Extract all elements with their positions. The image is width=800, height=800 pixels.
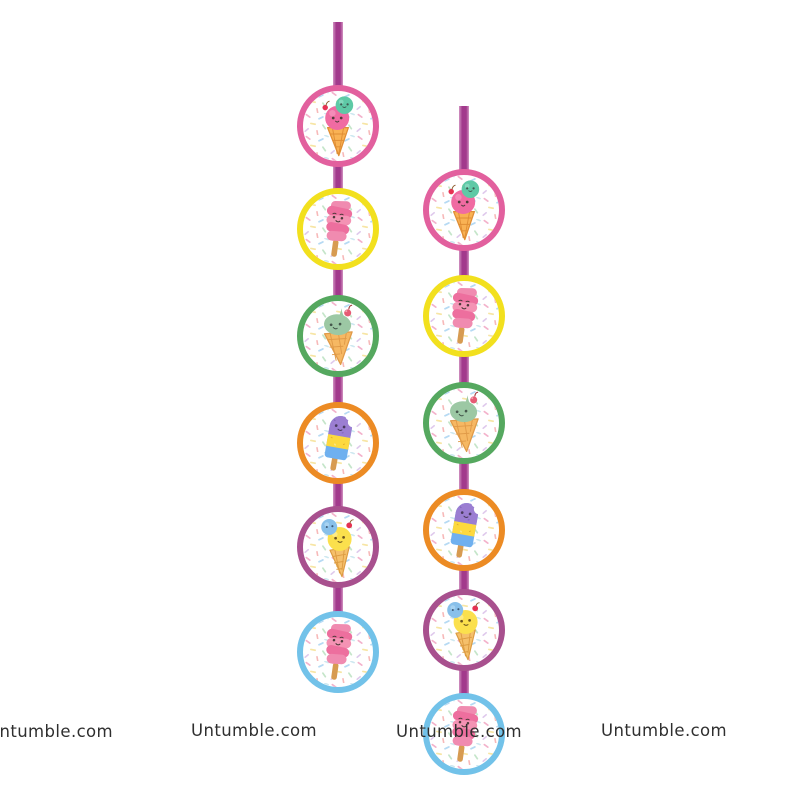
right-dangler-card-pink — [423, 169, 505, 251]
right-dangler-card-blue — [423, 693, 505, 775]
left-dangler-card-yellow — [297, 188, 379, 270]
left-dangler-card-purple — [297, 506, 379, 588]
twist-popsicle-icon — [306, 197, 370, 261]
tricolor-popsicle-icon — [432, 498, 496, 562]
cone-two-scoops-icon — [306, 515, 370, 579]
watermark-text: Untumble.com — [191, 721, 318, 740]
left-dangler-card-orange — [297, 402, 379, 484]
right-dangler-card-orange — [423, 489, 505, 571]
icecream-double-scoop-icon — [432, 178, 496, 242]
watermark-text: Untumble.com — [396, 722, 523, 741]
left-dangler-card-blue — [297, 611, 379, 693]
tricolor-popsicle-icon — [306, 411, 370, 475]
softserve-cone-icon — [432, 391, 496, 455]
cone-two-scoops-icon — [432, 598, 496, 662]
icecream-double-scoop-icon — [306, 94, 370, 158]
watermark-text: Untumble.com — [601, 721, 728, 740]
twist-popsicle-icon — [432, 284, 496, 348]
twist-popsicle-icon — [306, 620, 370, 684]
left-dangler-card-pink — [297, 85, 379, 167]
watermark-text: Untumble.com — [0, 722, 114, 741]
left-dangler-card-green — [297, 295, 379, 377]
right-dangler-card-green — [423, 382, 505, 464]
right-dangler-card-purple — [423, 589, 505, 671]
softserve-cone-icon — [306, 304, 370, 368]
right-dangler-card-yellow — [423, 275, 505, 357]
